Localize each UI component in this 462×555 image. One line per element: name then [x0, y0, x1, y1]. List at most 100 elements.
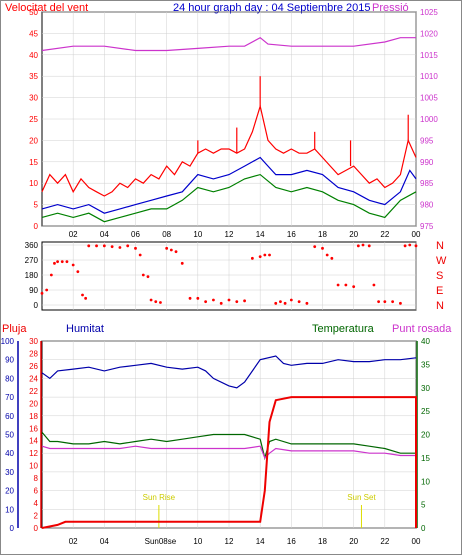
- temperature-tick: 10: [421, 477, 430, 486]
- pressure-tick: 990: [420, 158, 434, 167]
- temperature-axis: 0 5 10 15 20 25 30 35 40: [421, 337, 430, 533]
- x-tick-label: 02: [69, 230, 78, 239]
- pressure-tick: 1020: [420, 29, 438, 38]
- temperature-tick: 25: [421, 407, 430, 416]
- x-tick-label: 08: [162, 230, 171, 239]
- climate-series: [41, 355, 417, 529]
- direction-point: [146, 275, 150, 279]
- direction-series: [40, 243, 418, 305]
- rain-tick: 14: [29, 437, 38, 446]
- direction-point: [283, 301, 287, 305]
- pressure-tick: 995: [420, 136, 434, 145]
- direction-point: [95, 244, 98, 248]
- direction-point: [65, 260, 69, 264]
- x-tick-label: 20: [349, 537, 358, 546]
- series-humidity: [41, 355, 417, 389]
- direction-tick: 180: [25, 271, 39, 280]
- direction-point: [321, 246, 324, 250]
- rain-tick: 16: [29, 424, 38, 433]
- x-tick-label: 20: [349, 230, 358, 239]
- wind-speed-tick: 30: [29, 94, 38, 103]
- direction-point: [196, 296, 200, 300]
- direction-point: [361, 243, 365, 247]
- temperature-axis-title: Temperatura: [312, 323, 375, 335]
- rain-tick: 26: [29, 362, 38, 371]
- x-tick-label: 12: [225, 230, 234, 239]
- direction-point: [263, 253, 267, 257]
- series-rain: [41, 396, 417, 529]
- x-tick-label: 14: [256, 537, 265, 546]
- humidity-tick: 40: [5, 449, 14, 458]
- humidity-axis: 0 10 20 30 40 50 60 70 80 90 100: [1, 337, 15, 533]
- direction-point: [149, 298, 153, 302]
- rain-tick: 30: [29, 337, 38, 346]
- direction-point: [408, 243, 412, 247]
- direction-point: [53, 261, 56, 265]
- x-tick-label: 10: [193, 537, 202, 546]
- wind-speed-tick: 0: [34, 222, 39, 231]
- direction-tick: 90: [29, 286, 38, 295]
- humidity-tick: 50: [5, 431, 14, 440]
- direction-point: [71, 263, 75, 267]
- pressure-tick: 1005: [420, 94, 438, 103]
- temperature-tick: 30: [421, 384, 430, 393]
- direction-point: [305, 301, 309, 305]
- x-tick-label: 00: [412, 537, 421, 546]
- rain-tick: 8: [34, 474, 39, 483]
- humidity-tick: 60: [5, 412, 14, 421]
- rain-tick: 22: [29, 387, 38, 396]
- direction-point: [383, 300, 387, 304]
- direction-point: [102, 244, 106, 248]
- direction-tick: 270: [25, 256, 39, 265]
- direction-point: [174, 250, 178, 254]
- x-tick-label: 04: [100, 230, 109, 239]
- direction-point: [56, 260, 59, 264]
- wind-speed-axis-title: Velocitat del vent: [5, 2, 88, 14]
- direction-point: [330, 256, 334, 260]
- direction-point: [180, 261, 184, 265]
- direction-point: [391, 300, 395, 304]
- sun-annotation: Sun Rise: [143, 493, 176, 502]
- pressure-axis: 975 980 985 990 995 1000 1005 1010 1015 1020 1025: [420, 8, 438, 231]
- temperature-tick: 40: [421, 337, 430, 346]
- wind-speed-tick: 50: [29, 8, 38, 17]
- direction-point: [336, 283, 340, 287]
- series-wind_speed: [41, 103, 417, 197]
- direction-point: [399, 301, 402, 305]
- compass-letter: N: [436, 300, 444, 312]
- direction-point: [258, 255, 262, 259]
- x-tick-label: 02: [69, 537, 78, 546]
- x-tick-label: 22: [380, 537, 389, 546]
- humidity-tick: 30: [5, 468, 14, 477]
- direction-point: [141, 273, 145, 277]
- temperature-tick: 5: [421, 501, 426, 510]
- direction-point: [235, 300, 239, 304]
- humidity-axis-title: Humitat: [66, 323, 104, 335]
- direction-point: [297, 300, 301, 304]
- pressure-tick: 1010: [420, 72, 438, 81]
- pressure-tick: 1000: [420, 115, 438, 124]
- wind-speed-tick: 45: [29, 29, 38, 38]
- temperature-tick: 0: [421, 524, 426, 533]
- direction-point: [154, 300, 158, 304]
- direction-point: [126, 244, 130, 248]
- temperature-tick: 15: [421, 454, 430, 463]
- pressure-axis-title: Pressió: [372, 2, 409, 14]
- humidity-tick: 70: [5, 393, 14, 402]
- direction-point: [367, 244, 371, 248]
- direction-axis: 0 90 180 270 360: [25, 241, 39, 310]
- direction-point: [414, 244, 418, 248]
- rain-tick: 6: [34, 487, 39, 496]
- direction-point: [274, 301, 278, 305]
- humidity-tick: 10: [5, 505, 14, 514]
- wind-speed-axis: 0 5 10 15 20 25 30 35 40 45 50: [29, 8, 38, 231]
- x-tick-label: 14: [256, 230, 265, 239]
- wind-speed-tick: 40: [29, 51, 38, 60]
- direction-point: [81, 293, 84, 297]
- compass-letter: S: [436, 270, 443, 282]
- sun-annotation: Sun Set: [347, 493, 376, 502]
